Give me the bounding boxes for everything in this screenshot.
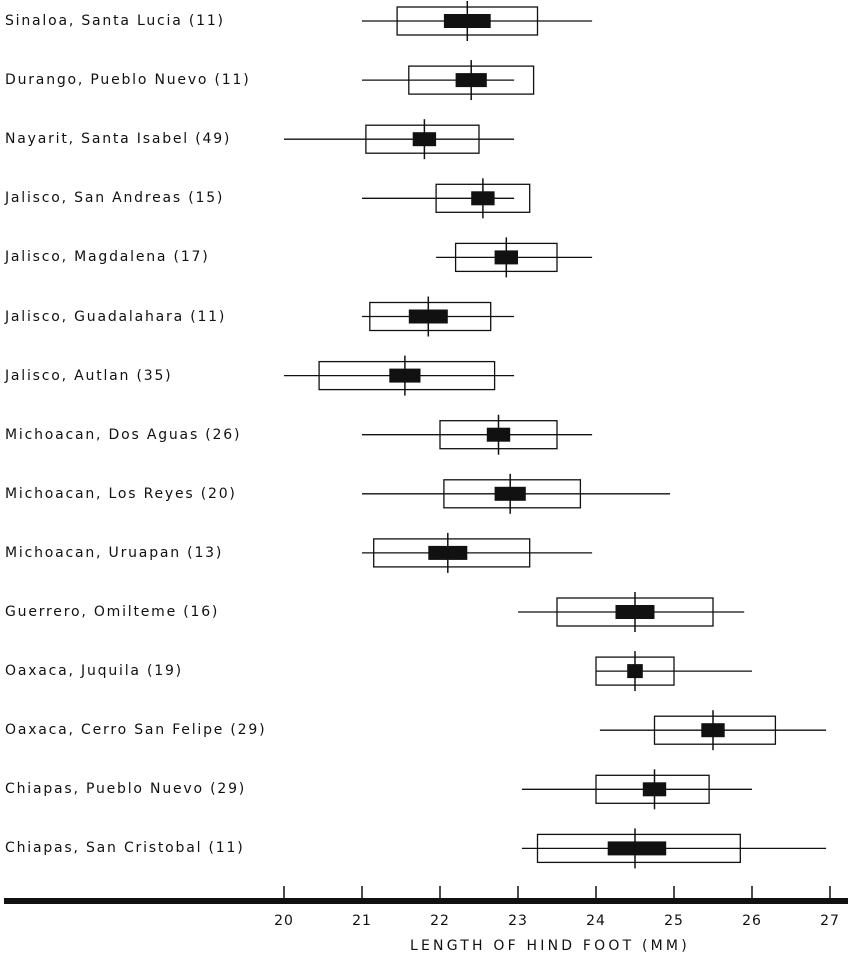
sd-box xyxy=(373,538,531,568)
row-label: Sinaloa, Santa Lucia (11) xyxy=(5,13,225,29)
row-label: Chiapas, San Cristobal (11) xyxy=(5,840,245,857)
row-label: Jalisco, Autlan (35) xyxy=(5,367,173,384)
sd-box xyxy=(318,360,496,391)
sd-box xyxy=(595,774,710,804)
x-tick-label: 23 xyxy=(508,913,528,929)
sd-box xyxy=(443,479,582,509)
x-tick-label: 25 xyxy=(664,913,684,929)
x-tick-label: 26 xyxy=(742,913,762,929)
row-label: Michoacan, Los Reyes (20) xyxy=(5,485,237,502)
x-tick-label: 22 xyxy=(430,913,450,929)
row-label: Jalisco, San Andreas (15) xyxy=(5,190,225,207)
x-tick-label: 24 xyxy=(586,913,606,929)
row-label: Guerrero, Omilteme (16) xyxy=(5,604,220,620)
row-label: Durango, Pueblo Nuevo (11) xyxy=(5,72,251,89)
x-tick-label: 20 xyxy=(274,913,294,929)
sd-box xyxy=(365,124,480,154)
row-label: Oaxaca, Cerro San Felipe (29) xyxy=(5,722,267,739)
row-label: Michoacan, Uruapan (13) xyxy=(5,544,224,561)
row-label: Nayarit, Santa Isabel (49) xyxy=(5,131,232,148)
x-tick-label: 21 xyxy=(352,913,372,929)
x-axis-bar xyxy=(4,898,848,904)
row-label: Jalisco, Guadalahara (11) xyxy=(5,308,227,325)
sd-box xyxy=(369,301,492,332)
row-label: Michoacan, Dos Aguas (26) xyxy=(5,426,242,443)
row-label: Jalisco, Magdalena (17) xyxy=(5,249,210,266)
se-bar xyxy=(607,841,667,856)
sd-box xyxy=(536,833,741,864)
x-tick-label: 27 xyxy=(820,913,840,929)
row-label: Chiapas, Pueblo Nuevo (29) xyxy=(5,781,247,798)
sd-box xyxy=(653,715,777,745)
row-label: Oaxaca, Juquila (19) xyxy=(5,663,183,680)
x-axis-title: LENGTH OF HIND FOOT (MM) xyxy=(410,938,690,954)
